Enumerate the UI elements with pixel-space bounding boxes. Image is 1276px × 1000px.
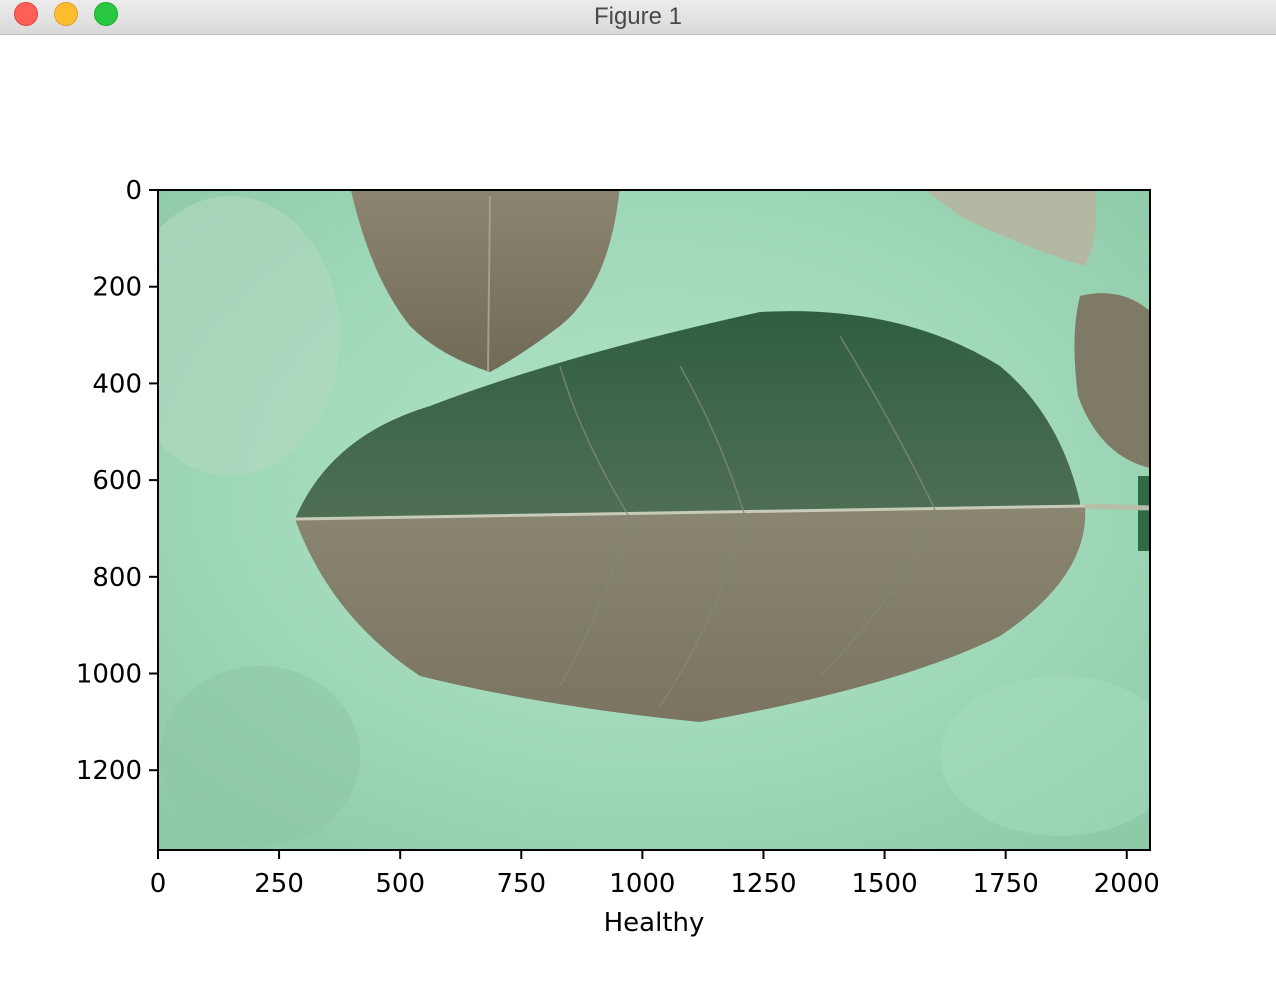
x-tick-label: 1250 (730, 869, 796, 899)
window-title: Figure 1 (593, 3, 683, 30)
x-tick-label: 1000 (609, 869, 675, 899)
axes-frame (157, 189, 1151, 851)
y-tick-label: 0 (125, 176, 142, 206)
x-tick-label: 2000 (1094, 869, 1160, 899)
y-tick-label: 200 (92, 273, 142, 303)
x-axis: 0 250 500 750 1000 1250 1500 1750 2000 (150, 850, 1160, 899)
x-tick-label: 250 (254, 869, 304, 899)
y-tick-label: 600 (92, 466, 142, 496)
x-tick-label: 1750 (973, 869, 1039, 899)
plot-svg: 0 250 500 750 1000 1250 1500 1750 2000 0 200 400 60… (76, 176, 1160, 938)
y-tick-label: 1000 (76, 660, 142, 690)
x-tick-label: 500 (375, 869, 425, 899)
figure-canvas: 0 250 500 750 1000 1250 1500 1750 2000 0 200 400 60… (0, 36, 1276, 996)
x-tick-label: 1500 (851, 869, 917, 899)
minimize-window-button[interactable] (54, 2, 78, 26)
window-titlebar: Figure 1 (0, 0, 1276, 35)
y-tick-label: 400 (92, 369, 142, 399)
zoom-window-button[interactable] (94, 2, 118, 26)
x-axis-label: Healthy (604, 908, 705, 938)
x-tick-label: 750 (496, 869, 546, 899)
close-window-button[interactable] (14, 2, 38, 26)
y-tick-label: 800 (92, 563, 142, 593)
y-axis: 0 200 400 600 800 1000 1200 (76, 176, 158, 786)
leaf-image (158, 190, 1150, 850)
y-tick-label: 1200 (76, 756, 142, 786)
main-leaf (295, 311, 1080, 519)
x-tick-label: 0 (150, 869, 167, 899)
